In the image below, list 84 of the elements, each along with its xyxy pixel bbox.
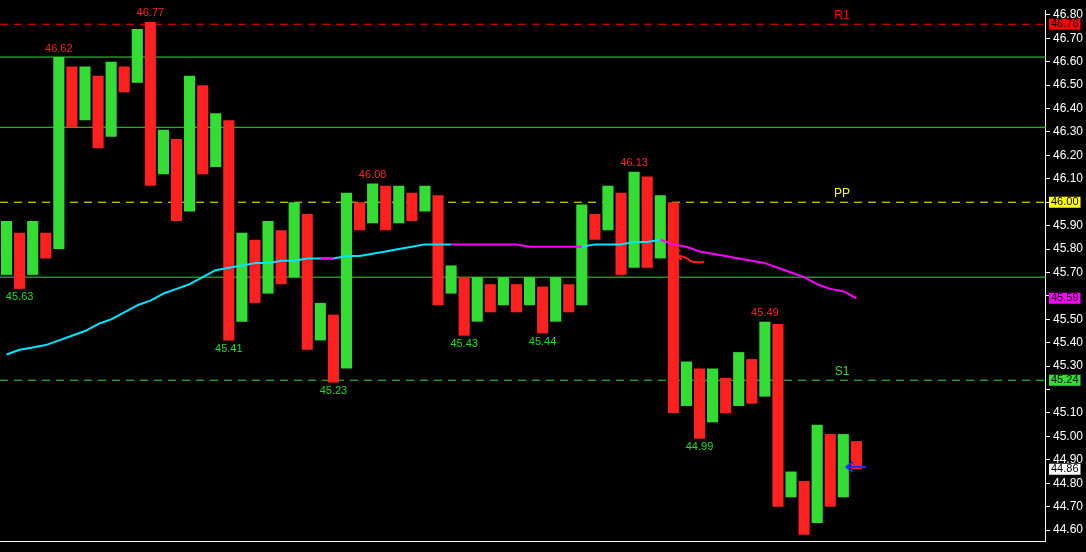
bar <box>850 441 862 470</box>
bar <box>40 232 52 259</box>
annotation: 45.49 <box>751 306 779 319</box>
bar <box>837 434 849 498</box>
bar <box>380 185 392 231</box>
y-tick-label: 45.00 <box>1052 428 1084 443</box>
annotation: 46.77 <box>136 6 165 19</box>
annotation: 46.13 <box>620 156 648 169</box>
y-tick-label: 45.50 <box>1052 311 1084 326</box>
bar <box>811 424 823 524</box>
annotation: 45.59 <box>1050 291 1079 304</box>
bar <box>0 220 13 275</box>
bar <box>354 202 366 231</box>
bar <box>275 230 287 285</box>
y-tick-label: 44.70 <box>1052 498 1084 513</box>
bar <box>170 139 183 221</box>
annotation: 45.24 <box>1050 373 1079 386</box>
y-tick-label: 45.10 <box>1052 405 1084 420</box>
annotation: 45.44 <box>528 334 557 347</box>
y-tick-label: 45.70 <box>1052 264 1084 279</box>
y-tick-label: 45.80 <box>1052 241 1084 256</box>
bar <box>144 21 156 186</box>
bar <box>602 185 614 231</box>
y-tick-label: 46.20 <box>1052 147 1084 162</box>
y-tick-label: 44.80 <box>1052 475 1084 490</box>
bar <box>641 176 653 268</box>
bar <box>223 120 235 341</box>
y-tick-label: 45.90 <box>1052 217 1084 232</box>
annotation: 45.43 <box>450 337 478 350</box>
y-tick-label: 46.60 <box>1052 54 1084 69</box>
bar <box>484 284 496 313</box>
bar <box>720 377 732 413</box>
bar <box>327 314 339 383</box>
bar <box>157 129 169 175</box>
bar <box>432 195 444 306</box>
bar <box>589 213 601 240</box>
bar <box>510 284 523 313</box>
bar <box>27 220 39 275</box>
bar <box>393 185 405 224</box>
y-tick-label: 46.50 <box>1052 77 1084 92</box>
y-tick-label: 46.10 <box>1052 171 1084 186</box>
bar <box>615 192 627 275</box>
bar <box>798 480 810 535</box>
bar <box>118 66 130 93</box>
bar <box>824 434 836 507</box>
y-tick-label: 46.40 <box>1052 100 1084 115</box>
bar <box>785 471 797 498</box>
bar <box>367 183 379 224</box>
annotation: 45.63 <box>5 290 34 303</box>
bar <box>667 202 679 413</box>
bar <box>92 75 104 149</box>
y-tick-label: 46.70 <box>1052 30 1084 45</box>
y-tick-label: 45.40 <box>1052 335 1084 350</box>
annotation: 44.86 <box>1050 462 1079 475</box>
y-tick-label: 46.30 <box>1052 124 1084 139</box>
bar <box>14 232 26 289</box>
bar <box>746 359 758 404</box>
bar <box>314 302 326 341</box>
annotation: 45.23 <box>319 384 348 397</box>
ref-line-label: R1 <box>834 7 850 22</box>
bar <box>249 239 261 303</box>
annotation: 44.99 <box>685 440 714 453</box>
bar <box>654 195 666 259</box>
bar <box>406 192 418 221</box>
bar <box>301 213 313 350</box>
bar <box>419 185 431 212</box>
bar <box>197 85 209 175</box>
bar <box>772 324 784 507</box>
annotation: 46.76 <box>1050 17 1079 30</box>
bar <box>66 66 78 128</box>
annotation: 46.62 <box>45 41 73 54</box>
annotation: 45.41 <box>215 341 243 354</box>
annotation: 46.00 <box>1050 195 1079 208</box>
y-tick-label: 45.30 <box>1052 358 1084 373</box>
bar <box>79 66 91 121</box>
annotation: 46.08 <box>358 168 387 181</box>
ref-line-label: PP <box>834 185 851 200</box>
y-tick-label: 44.60 <box>1052 522 1084 537</box>
bar <box>628 171 640 268</box>
bar <box>537 286 549 334</box>
bar <box>563 284 575 313</box>
bar <box>693 368 706 439</box>
bar <box>458 277 470 336</box>
ref-line-label: S1 <box>834 363 850 378</box>
